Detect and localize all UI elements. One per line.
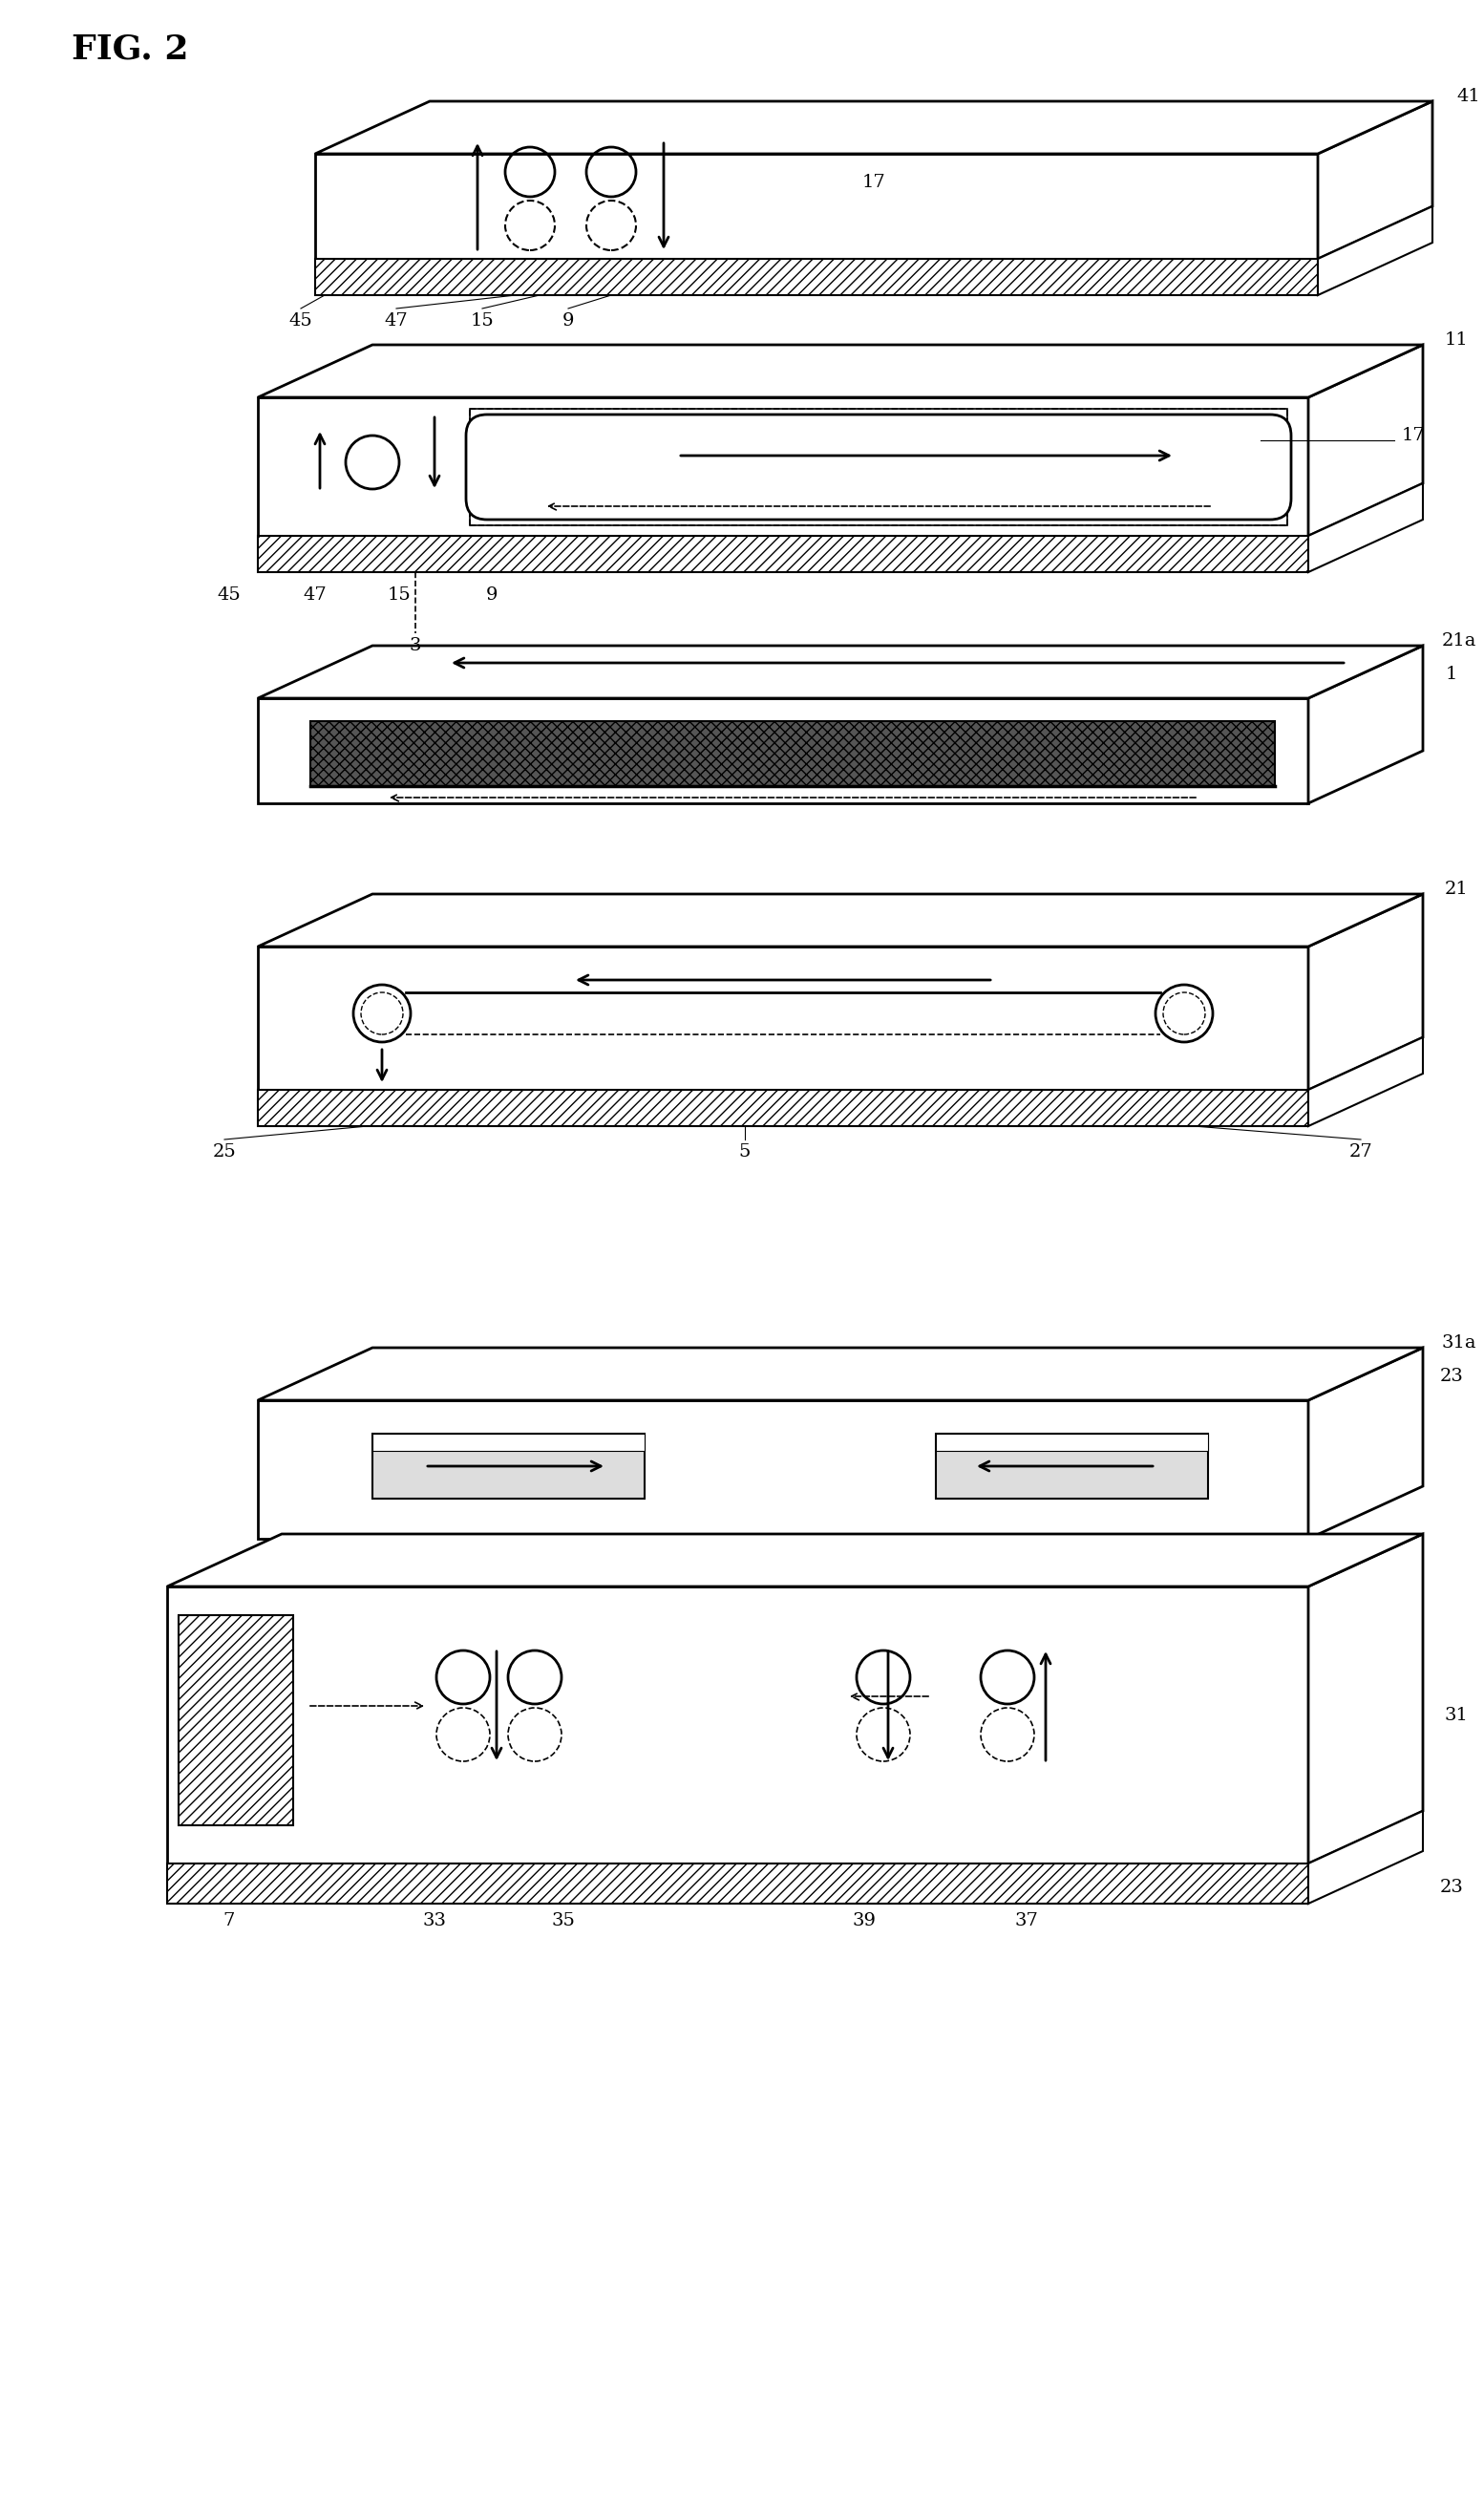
Text: FIG. 2: FIG. 2 bbox=[71, 33, 188, 65]
Text: 47: 47 bbox=[303, 586, 326, 603]
Bar bbox=[372, 1435, 644, 1450]
Text: 27: 27 bbox=[1349, 1143, 1373, 1161]
Polygon shape bbox=[1309, 344, 1423, 535]
Text: 31: 31 bbox=[1444, 1706, 1468, 1724]
Text: 41: 41 bbox=[1457, 88, 1481, 106]
Polygon shape bbox=[1318, 206, 1432, 294]
Text: 21a: 21a bbox=[1442, 633, 1477, 648]
Bar bbox=[372, 1435, 644, 1498]
Polygon shape bbox=[1309, 1347, 1423, 1538]
Polygon shape bbox=[315, 259, 1318, 294]
Polygon shape bbox=[1309, 482, 1423, 573]
Polygon shape bbox=[168, 1865, 1309, 1905]
Polygon shape bbox=[1309, 646, 1423, 804]
Text: 15: 15 bbox=[470, 312, 494, 329]
Text: 11: 11 bbox=[1444, 332, 1468, 349]
Text: 17: 17 bbox=[1401, 427, 1425, 445]
Polygon shape bbox=[258, 1347, 1423, 1400]
Text: 3: 3 bbox=[410, 638, 421, 653]
Polygon shape bbox=[315, 153, 1318, 259]
Polygon shape bbox=[178, 1616, 294, 1824]
Polygon shape bbox=[310, 721, 1275, 787]
Text: 39: 39 bbox=[852, 1912, 876, 1930]
Polygon shape bbox=[258, 1400, 1309, 1538]
Polygon shape bbox=[258, 699, 1309, 804]
Polygon shape bbox=[258, 646, 1423, 699]
Polygon shape bbox=[1309, 1533, 1423, 1865]
Text: 5: 5 bbox=[739, 1143, 751, 1161]
Text: 21: 21 bbox=[1444, 880, 1468, 897]
Polygon shape bbox=[1318, 101, 1432, 259]
Text: 47: 47 bbox=[384, 312, 408, 329]
Text: 17: 17 bbox=[862, 173, 886, 191]
Polygon shape bbox=[168, 1533, 1423, 1586]
Text: 31a: 31a bbox=[1442, 1334, 1477, 1352]
Text: 45: 45 bbox=[217, 586, 240, 603]
Text: 25: 25 bbox=[212, 1143, 236, 1161]
Polygon shape bbox=[1309, 1038, 1423, 1126]
Text: 23: 23 bbox=[1439, 1367, 1463, 1385]
Bar bbox=[936, 1435, 1208, 1498]
Polygon shape bbox=[258, 895, 1423, 947]
FancyBboxPatch shape bbox=[466, 415, 1291, 520]
Polygon shape bbox=[258, 397, 1309, 535]
Text: 23: 23 bbox=[1439, 1880, 1463, 1895]
Bar bbox=[936, 1435, 1208, 1450]
Polygon shape bbox=[1309, 1812, 1423, 1905]
Text: 37: 37 bbox=[1015, 1912, 1039, 1930]
Polygon shape bbox=[258, 535, 1309, 573]
Polygon shape bbox=[258, 947, 1309, 1091]
Polygon shape bbox=[258, 344, 1423, 397]
Text: 33: 33 bbox=[423, 1912, 447, 1930]
Text: 9: 9 bbox=[562, 312, 574, 329]
Text: 7: 7 bbox=[223, 1912, 234, 1930]
Text: 15: 15 bbox=[387, 586, 411, 603]
Polygon shape bbox=[168, 1586, 1309, 1865]
Text: 1: 1 bbox=[1445, 666, 1457, 684]
Text: 45: 45 bbox=[289, 312, 313, 329]
Polygon shape bbox=[258, 1091, 1309, 1126]
Text: 35: 35 bbox=[552, 1912, 576, 1930]
Text: 9: 9 bbox=[485, 586, 497, 603]
Polygon shape bbox=[315, 101, 1432, 153]
Polygon shape bbox=[1309, 895, 1423, 1091]
